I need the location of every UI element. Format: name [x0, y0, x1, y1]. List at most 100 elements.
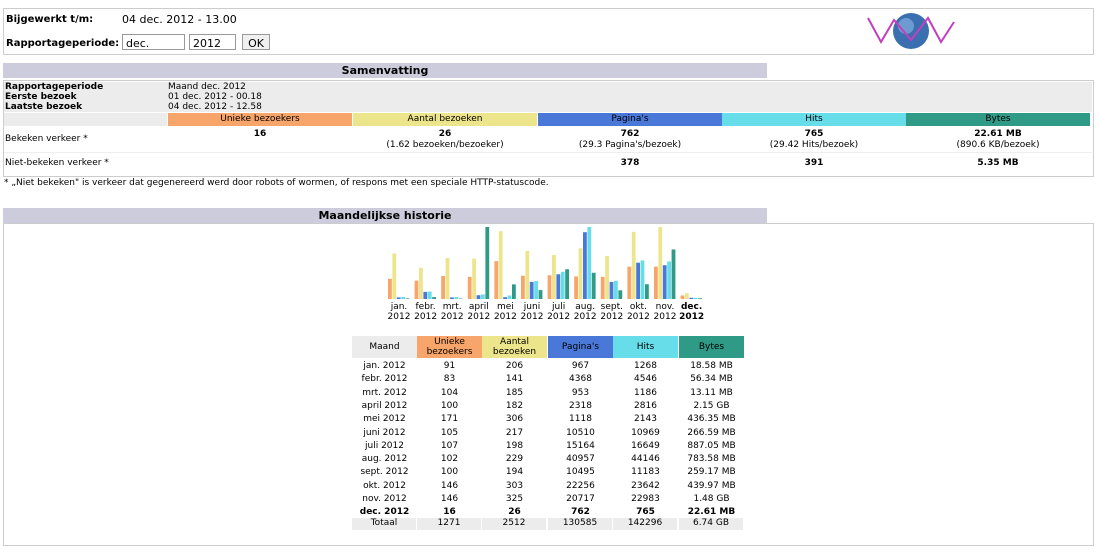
history-bar: [507, 295, 512, 299]
table-cell: dec. 2012: [359, 507, 410, 518]
table-cell: 198: [505, 440, 524, 451]
updated-label: Bijgewerkt t/m:: [6, 14, 94, 25]
table-cell: 22983: [631, 494, 660, 504]
summary-column-header: Unieke bezoekers: [168, 113, 352, 126]
summary-viewed-cell: (1.62 bezoeken/bezoeker): [386, 140, 504, 150]
table-cell: 91: [443, 361, 456, 371]
chart-year-label: 2012: [626, 312, 650, 322]
history-bar: [578, 248, 583, 299]
history-bar: [680, 295, 685, 299]
ok-button[interactable]: OK: [242, 34, 270, 50]
summary-viewed-cell: 762: [620, 129, 640, 139]
history-bar: [600, 276, 605, 299]
chart-month-label: dec.: [680, 302, 703, 312]
history-bar: [525, 250, 530, 299]
chart-year-label: 2012: [547, 312, 571, 322]
chart-year-label: 2012: [573, 312, 597, 322]
summary-sep: [4, 152, 1092, 153]
history-bar: [388, 278, 392, 299]
table-cell: 10969: [631, 427, 660, 438]
table-cell: 13.11 MB: [690, 387, 733, 398]
table-cell: 40957: [566, 454, 595, 465]
history-bar: [445, 258, 450, 299]
table-cell: 1.48 GB: [693, 494, 730, 504]
table-cell: 194: [505, 467, 524, 478]
table-cell: 887.05 MB: [687, 440, 736, 451]
table-cell: 26: [508, 507, 521, 518]
table-cell: sept. 2012: [360, 467, 409, 478]
table-total-cell: 142296: [613, 518, 677, 530]
table-cell: 22256: [566, 480, 595, 491]
table-cell: 16649: [631, 440, 660, 451]
history-bar: [396, 297, 401, 299]
table-cell: 306: [505, 414, 524, 425]
history-bar: [587, 227, 592, 299]
history-bar: [654, 266, 658, 299]
history-bar: [698, 298, 702, 299]
table-cell: 146: [440, 494, 459, 504]
table-cell: 100: [440, 467, 459, 478]
table-header: Maand: [352, 336, 417, 358]
table-cell: 206: [505, 361, 524, 371]
chart-month-label: mrt.: [442, 302, 462, 312]
summary-title: Samenvatting: [3, 63, 767, 78]
table-cell: 1268: [634, 361, 657, 371]
table-cell: 105: [440, 427, 459, 438]
history-bar: [521, 275, 525, 299]
not-viewed-label: Niet-bekeken verkeer *: [5, 158, 109, 168]
summary-viewed-cell: 22.61 MB: [974, 129, 1022, 139]
table-cell: 1186: [634, 387, 657, 398]
year-select[interactable]: 2012: [189, 34, 236, 50]
chart-year-label: 2012: [520, 312, 544, 322]
table-cell: 11183: [631, 467, 660, 478]
chart-month-label: febr.: [415, 302, 436, 312]
table-header: Bytes: [679, 336, 744, 358]
summary-row-bg: [4, 102, 1092, 112]
table-cell: mei 2012: [363, 414, 406, 425]
table-cell: 229: [505, 454, 524, 465]
history-bar: [565, 269, 569, 299]
history-bar: [401, 296, 405, 299]
history-bar: [631, 231, 636, 299]
history-bar: [498, 231, 503, 299]
history-bar: [472, 258, 476, 299]
chart-month-label: jan.: [390, 302, 408, 312]
table-cell: 102: [440, 454, 459, 465]
summary-not-viewed-cell: 378: [620, 158, 640, 168]
table-header: Aantal bezoeken: [482, 336, 547, 358]
chart-year-label: 2012: [387, 312, 411, 322]
table-cell: 18.58 MB: [690, 361, 733, 371]
table-total-cell: 1271: [417, 518, 481, 530]
updated-value: 04 dec. 2012 - 13.00: [122, 13, 237, 26]
history-bar: [556, 274, 561, 299]
table-cell: 217: [505, 427, 524, 438]
table-total-cell: 130585: [548, 518, 612, 530]
summary-viewed-cell: 26: [438, 129, 452, 139]
table-cell: 10510: [566, 427, 595, 438]
table-cell: mrt. 2012: [362, 387, 407, 398]
table-cell: 171: [440, 414, 459, 425]
table-cell: 967: [571, 361, 590, 371]
table-total-cell: Totaal: [352, 518, 416, 530]
history-bar: [538, 290, 543, 299]
summary-column-header: Aantal bezoeken: [353, 113, 537, 126]
history-bar: [640, 260, 645, 299]
table-cell: 4368: [569, 374, 592, 385]
table-cell: febr. 2012: [361, 374, 408, 385]
history-bar: [658, 227, 663, 299]
chart-year-label: 2012: [467, 312, 491, 322]
chart-month-label: sept.: [600, 302, 623, 312]
history-chart: [388, 227, 702, 299]
summary-header-blank: [4, 113, 167, 126]
month-select[interactable]: dec.: [122, 34, 185, 50]
table-cell: 83: [443, 374, 456, 385]
table-cell: 2143: [634, 414, 657, 425]
summary-row-value: 01 dec. 2012 - 00.18: [168, 92, 262, 102]
chart-month-label: juni: [523, 302, 541, 312]
history-bar: [432, 297, 436, 299]
history-bar: [693, 297, 698, 299]
table-header: Pagina's: [548, 336, 613, 358]
history-bar: [392, 253, 397, 299]
table-cell: juni 2012: [363, 427, 406, 438]
history-bar: [560, 271, 565, 299]
